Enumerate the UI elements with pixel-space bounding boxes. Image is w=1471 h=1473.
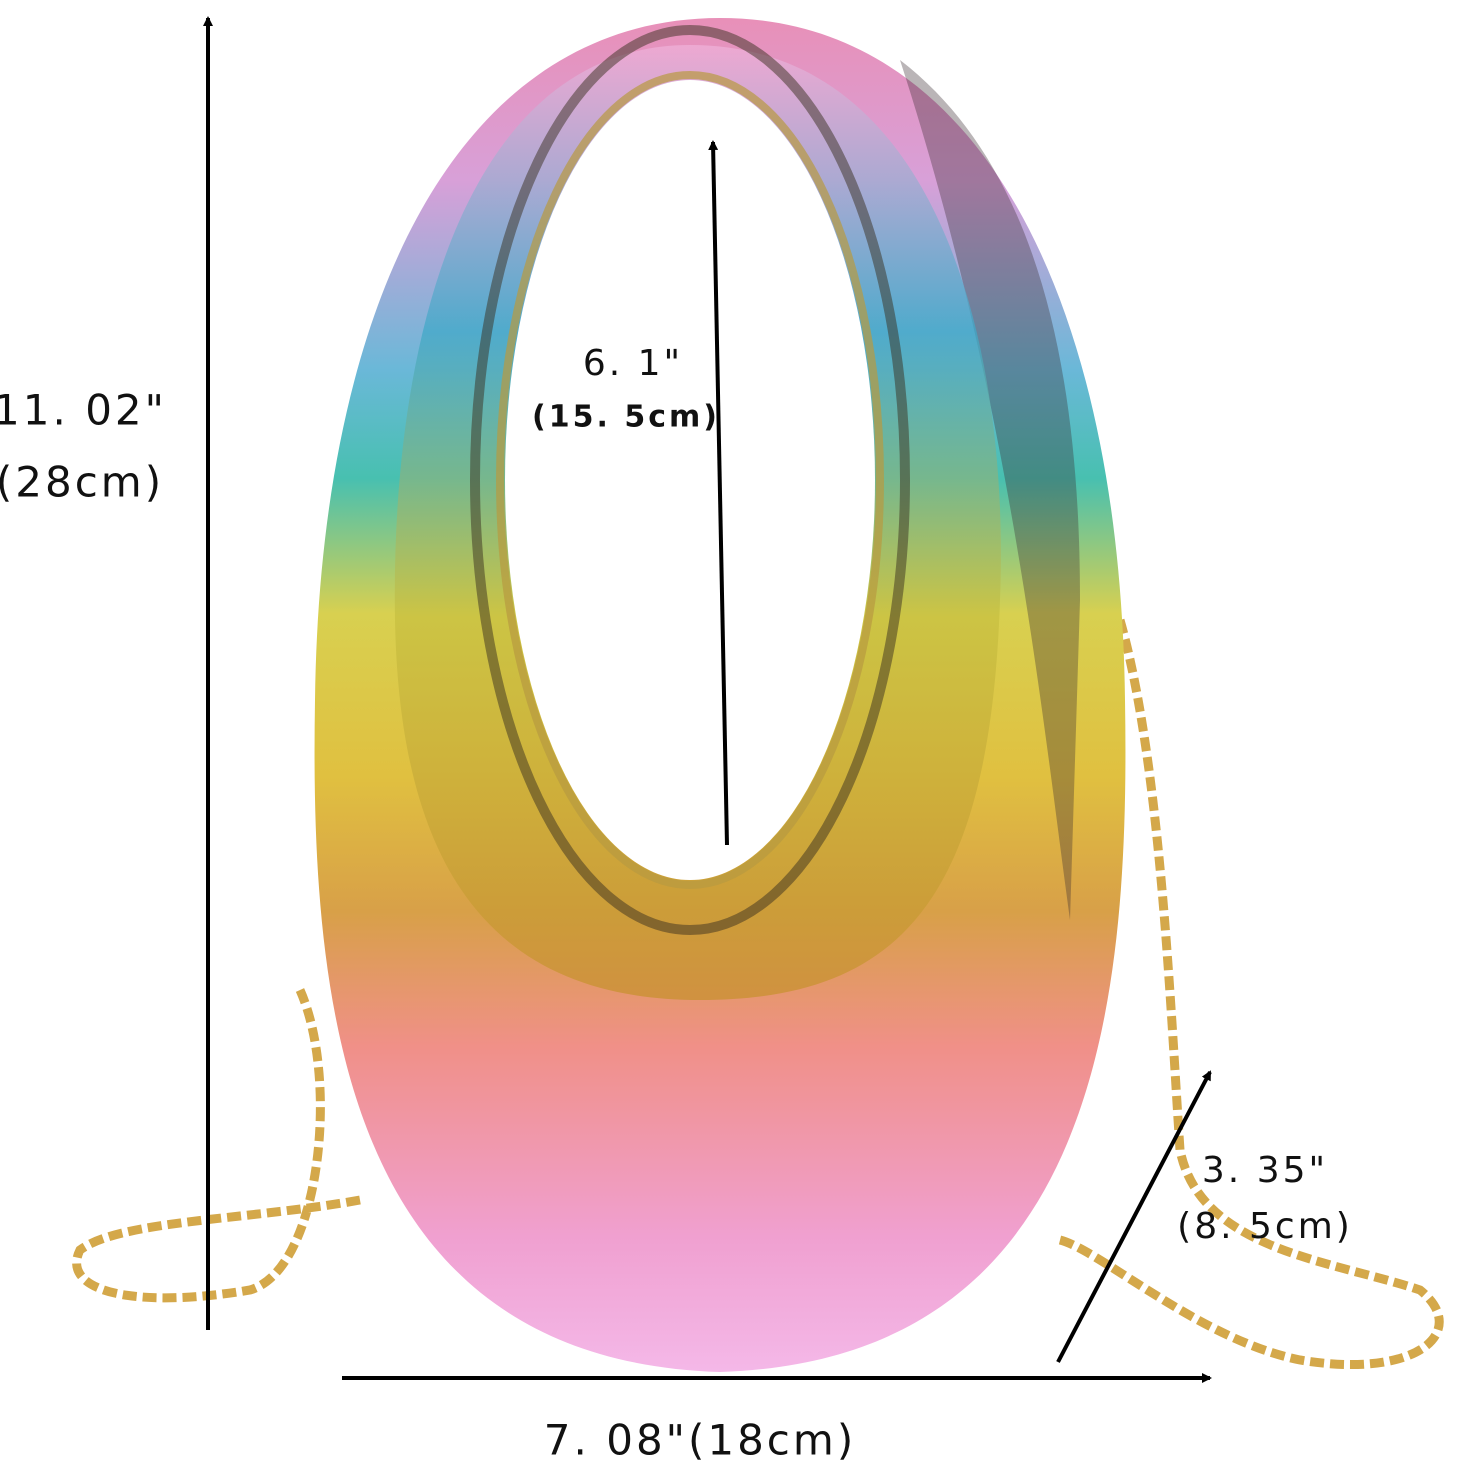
handle-hole: [505, 80, 875, 880]
chain: [72, 618, 1444, 1369]
handle-arrow: [708, 140, 729, 846]
handle-cm: (15. 5cm): [532, 400, 720, 435]
handle-inches: 6. 1": [583, 343, 683, 384]
handle-ring: [470, 25, 910, 935]
depth-cm: (8. 5cm): [1177, 1206, 1353, 1247]
bag-shading: [900, 60, 1080, 920]
handle-inner-rim: [496, 71, 884, 889]
depth-arrow: [1056, 1070, 1212, 1363]
height-cm: (28cm): [0, 458, 164, 507]
depth-inches: 3. 35": [1202, 1150, 1328, 1191]
height-inches: 11. 02": [0, 386, 167, 435]
width-label: 7. 08"(18cm): [544, 1416, 856, 1465]
